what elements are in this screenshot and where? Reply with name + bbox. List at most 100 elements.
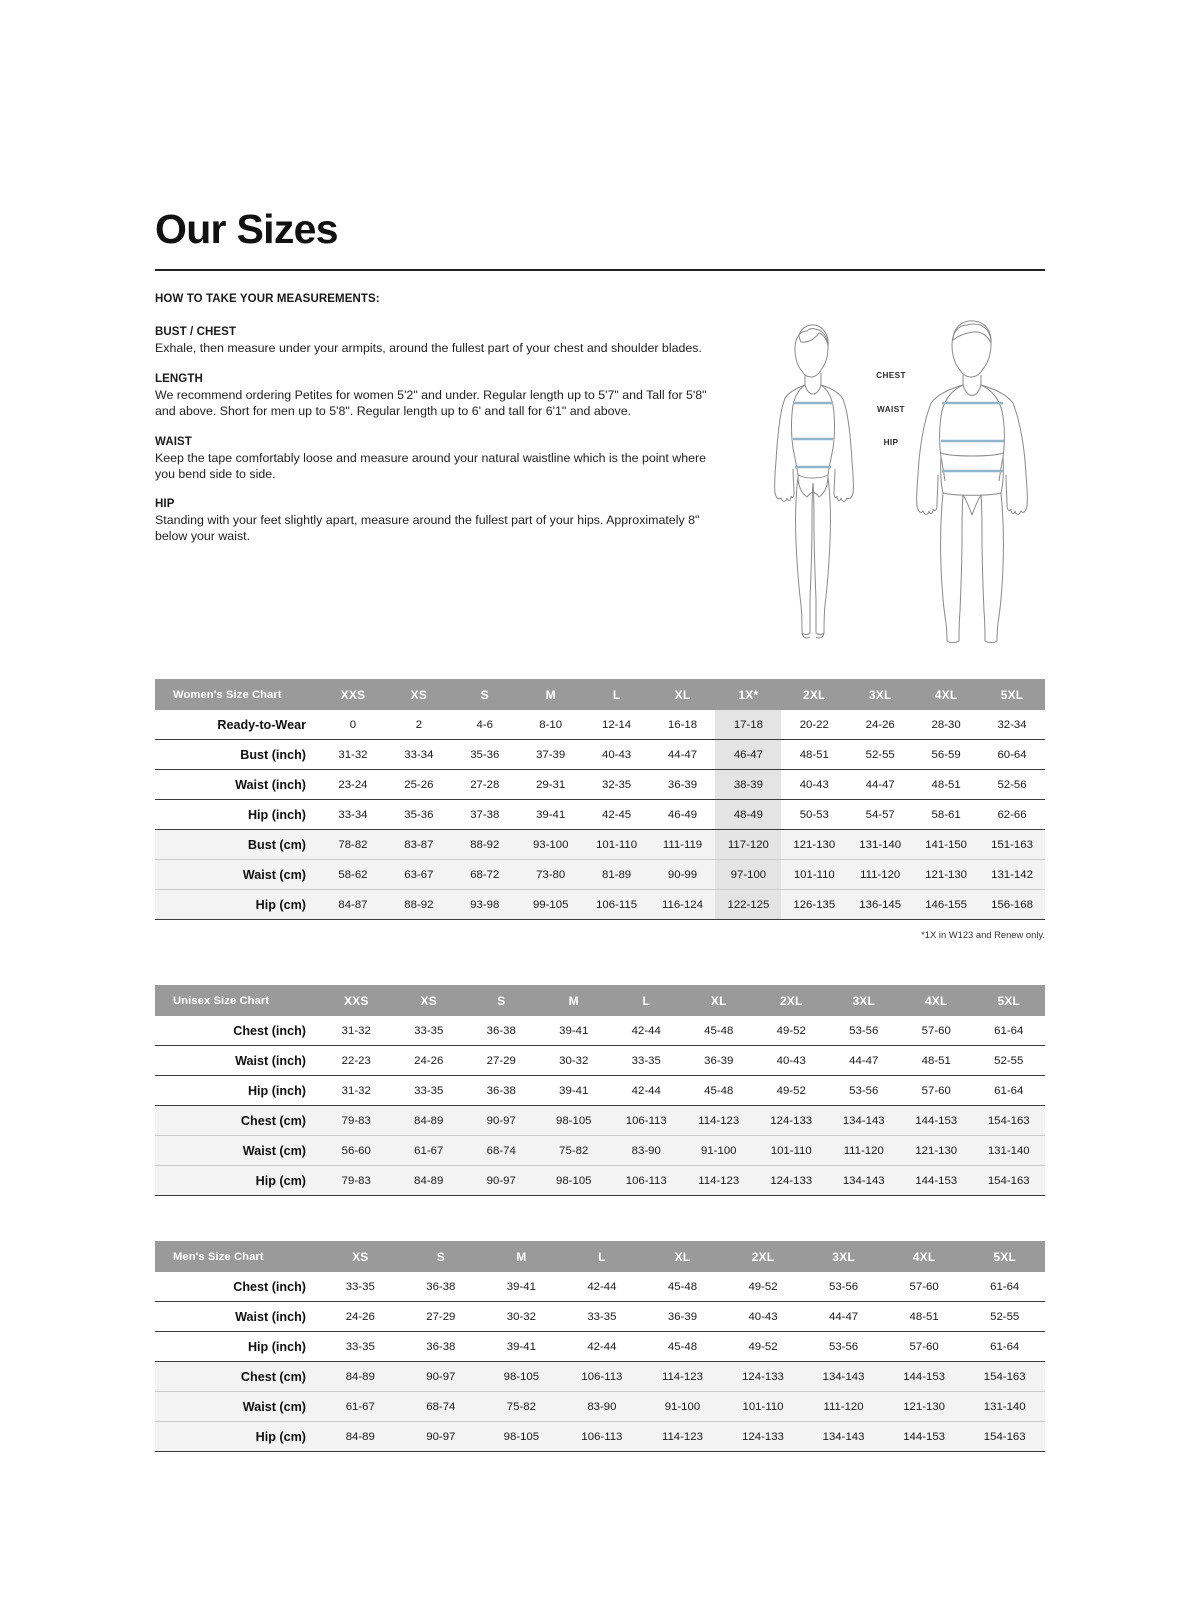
measurement-cell: 154-163 — [964, 1421, 1045, 1452]
measurement-cell: 39-41 — [506, 1340, 536, 1353]
measurement-cell: 131-140 — [964, 1391, 1045, 1422]
measurement-cell: 32-35 — [602, 778, 632, 791]
measurement-cell: 126-135 — [781, 889, 848, 920]
measurement-cell: 134-143 — [827, 1105, 900, 1136]
size-header-m: M — [517, 679, 584, 711]
size-header-2xl: 2XL — [755, 985, 828, 1017]
measurement-cell: 53-56 — [828, 1340, 859, 1353]
table-row: Ready-to-Wear 0 2 4-6 8-10 12-14 16-18 17-18 20-… — [155, 710, 1045, 740]
measurement-cell: 106-113 — [561, 1421, 643, 1452]
size-header-l: L — [610, 985, 683, 1017]
row-label: Hip (inch) — [247, 807, 306, 822]
measurement-cell: 40-43 — [776, 1054, 806, 1067]
measurement-cell: 17-18 — [715, 710, 782, 740]
measurement-cell: 53-56 — [849, 1084, 879, 1097]
measurement-cell: 121-130 — [913, 859, 980, 890]
measurement-section: BUST / CHEST Exhale, then measure under y… — [155, 326, 715, 357]
measurement-cell: 93-100 — [517, 829, 584, 860]
measurement-cell: 156-168 — [979, 889, 1045, 920]
measurement-cell: 68-72 — [451, 859, 518, 890]
size-header-xl: XL — [649, 679, 716, 711]
measurement-cell: 90-97 — [465, 1165, 538, 1196]
measurement-cell: 141-150 — [913, 829, 980, 860]
measurement-cell: 154-163 — [972, 1105, 1045, 1136]
row-label: Waist (inch) — [235, 777, 306, 792]
measurement-cell: 57-60 — [921, 1024, 951, 1037]
measurement-cell: 151-163 — [979, 829, 1045, 860]
measurement-cell: 24-26 — [865, 718, 895, 731]
measurement-cell: 48-51 — [921, 1054, 951, 1067]
figure-measurement-labels: CHEST WAIST HIP — [865, 371, 917, 447]
measurement-cell: 23-24 — [338, 778, 368, 791]
measurement-cell: 46-47 — [715, 739, 782, 770]
measurement-cell: 121-130 — [883, 1391, 965, 1422]
measurement-cell: 42-44 — [587, 1280, 617, 1293]
measurement-cell: 93-98 — [451, 889, 518, 920]
table-row: Chest (inch) 31-32 33-35 36-38 39-41 42-44 45-… — [155, 1016, 1045, 1046]
size-header-xs: XS — [392, 985, 465, 1017]
measurement-cell: 56-60 — [320, 1135, 393, 1166]
measurement-cell: 83-90 — [610, 1135, 683, 1166]
table-row: Waist (inch) 23-24 25-26 27-28 29-31 32-35 36-… — [155, 769, 1045, 800]
measurement-section-body: Keep the tape comfortably loose and meas… — [155, 450, 707, 481]
measurement-cell: 27-28 — [470, 778, 500, 791]
measurement-section-body: Standing with your feet slightly apart, … — [155, 513, 700, 544]
row-label: Chest (cm) — [155, 1105, 320, 1136]
figure-label-hip: HIP — [883, 438, 899, 448]
measurement-cell: 8-10 — [539, 718, 563, 731]
measurement-cell: 61-64 — [994, 1024, 1024, 1037]
measurement-guide-text: HOW TO TAKE YOUR MEASUREMENTS: BUST / CH… — [155, 293, 715, 545]
measurement-sections: BUST / CHEST Exhale, then measure under y… — [155, 326, 715, 545]
size-header-xs: XS — [320, 1241, 401, 1273]
row-label: Hip (inch) — [247, 1339, 306, 1354]
measurement-cell: 124-133 — [755, 1165, 828, 1196]
size-header-2xl: 2XL — [781, 679, 848, 711]
size-tables: Women's Size Chart XXS XS S M L XL 1X* 2XL 3XL 4XL… — [155, 679, 1045, 1452]
measurement-cell: 16-18 — [667, 718, 698, 731]
measurement-cell: 33-35 — [414, 1024, 444, 1037]
row-label: Waist (inch) — [235, 1053, 306, 1068]
measurement-cell: 144-153 — [900, 1165, 973, 1196]
measurement-cell: 44-47 — [865, 778, 895, 791]
measurement-cell: 84-87 — [320, 889, 386, 920]
measurement-cell: 31-32 — [341, 1024, 371, 1037]
measurement-section: LENGTH We recommend ordering Petites for … — [155, 373, 715, 420]
measurement-cell: 83-90 — [561, 1391, 643, 1422]
measurement-cell: 61-64 — [994, 1084, 1024, 1097]
measurement-cell: 20-22 — [799, 718, 829, 731]
table-header-row: Unisex Size Chart XXS XS S M L XL 2XL 3XL 4XL 5XL — [155, 985, 1045, 1017]
table-row: Chest (cm) 79-83 84-89 90-97 98-105 106-113 11… — [155, 1105, 1045, 1136]
measurement-cell: 154-163 — [972, 1165, 1045, 1196]
measurement-cell: 39-41 — [506, 1280, 536, 1293]
measurement-cell: 98-105 — [537, 1105, 610, 1136]
measurement-cell: 49-52 — [776, 1084, 806, 1097]
measurement-cell: 44-47 — [828, 1310, 859, 1323]
measurement-cell: 84-89 — [320, 1361, 401, 1392]
row-label: Bust (inch) — [240, 747, 306, 762]
page-title: Our Sizes — [155, 206, 339, 252]
measurement-section-title: LENGTH — [155, 372, 203, 385]
size-table-block-mens: Men's Size Chart XS S M L XL 2XL 3XL 4XL 5XL Chest… — [155, 1241, 1045, 1452]
measurement-cell: 98-105 — [481, 1421, 562, 1452]
size-header-m: M — [537, 985, 610, 1017]
measurement-cell: 57-60 — [909, 1280, 939, 1293]
size-header-xxs: XXS — [320, 679, 386, 711]
measurement-cell: 12-14 — [602, 718, 632, 731]
measurement-cell: 39-41 — [536, 808, 566, 821]
row-label: Bust (cm) — [155, 829, 320, 860]
measurement-cell: 97-100 — [715, 859, 782, 890]
table-title-cell: Women's Size Chart — [155, 679, 320, 711]
measurement-cell: 29-31 — [536, 778, 566, 791]
measurement-cell: 124-133 — [755, 1105, 828, 1136]
measurement-cell: 61-67 — [392, 1135, 465, 1166]
measurement-cell: 49-52 — [748, 1340, 778, 1353]
measurement-cell: 53-56 — [828, 1280, 859, 1293]
table-row: Hip (inch) 33-35 36-38 39-41 42-44 45-48 49-52… — [155, 1332, 1045, 1362]
measurement-guide-heading: HOW TO TAKE YOUR MEASUREMENTS: — [155, 293, 380, 306]
size-header-4xl: 4XL — [883, 1241, 965, 1273]
measurement-cell: 114-123 — [682, 1165, 755, 1196]
measurement-cell: 40-43 — [602, 748, 632, 761]
measurement-cell: 63-67 — [385, 859, 452, 890]
measurement-cell: 44-47 — [667, 748, 698, 761]
